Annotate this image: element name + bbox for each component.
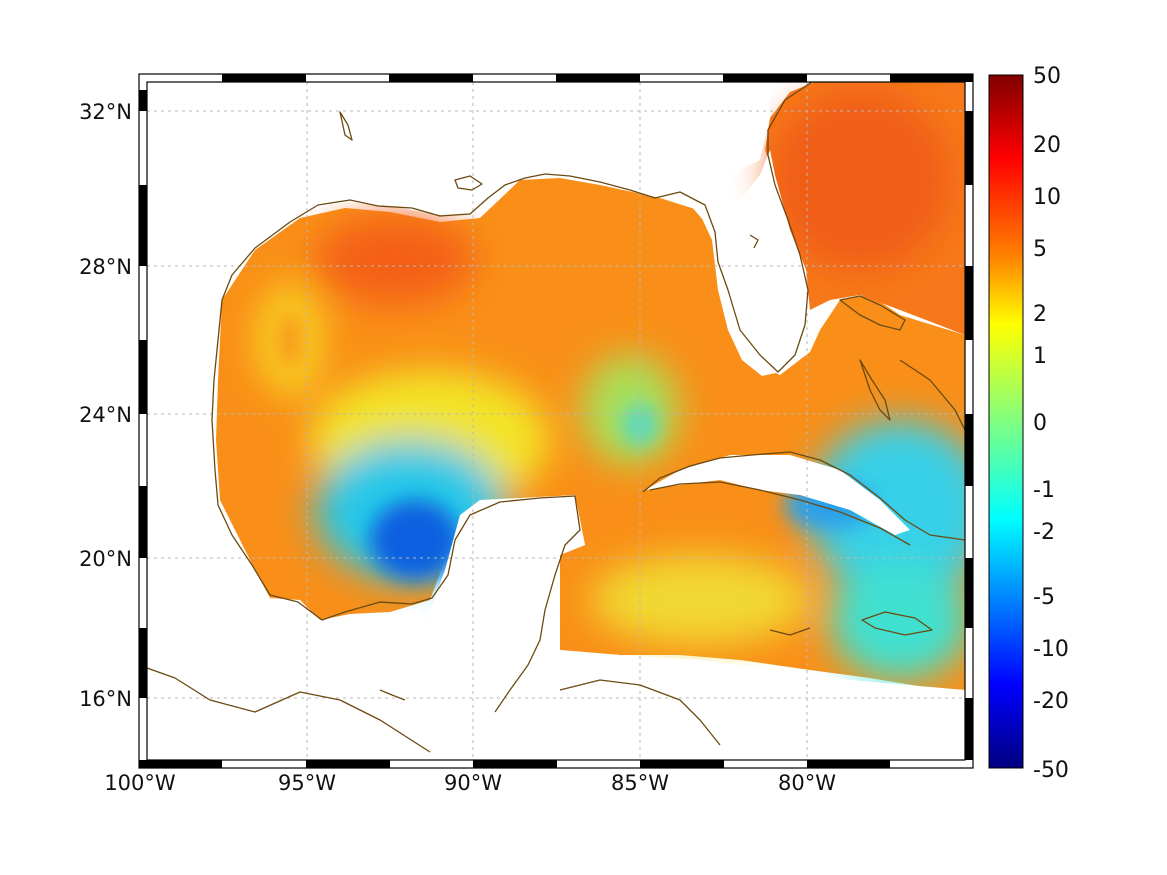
cyan-blob-southeast — [830, 560, 965, 680]
map-grid — [147, 82, 965, 760]
y-tick-label: 32°N — [79, 100, 132, 124]
red-blob-atlantic — [770, 90, 950, 270]
blue-core-campeche — [370, 500, 460, 580]
colorbar-tick-label: -5 — [1033, 585, 1055, 610]
y-tick-label: 20°N — [79, 547, 132, 571]
map-frame — [138, 73, 974, 769]
x-tick-label: 95°W — [278, 771, 336, 795]
colorbar-tick-label: -20 — [1033, 689, 1069, 714]
x-tick-label: 100°W — [104, 771, 176, 795]
florida-land — [660, 150, 808, 376]
colorbar-tick-label: 10 — [1033, 185, 1061, 210]
colorbar-tick-label: -2 — [1033, 520, 1055, 545]
x-axis-labels: 100°W 95°W 90°W 85°W 80°W — [104, 771, 836, 795]
x-tick-label: 80°W — [778, 771, 836, 795]
colorbar-tick-label: 1 — [1033, 344, 1047, 369]
colorbar-tick-label: 2 — [1033, 302, 1047, 327]
yucatan-land — [430, 495, 585, 700]
colorbar-tick-label: 20 — [1033, 133, 1061, 158]
colorbar: 50 20 10 5 2 1 0 -1 -2 -5 -10 -20 -50 — [988, 64, 1069, 783]
y-tick-label: 24°N — [79, 403, 132, 427]
colorbar-tick-label: -10 — [1033, 637, 1069, 662]
colorbar-tick-label: -50 — [1033, 758, 1069, 783]
colorbar-tick-label: -1 — [1033, 478, 1055, 503]
colorbar-tick-label: 0 — [1033, 411, 1047, 436]
x-tick-label: 85°W — [611, 771, 669, 795]
coastlines — [147, 82, 965, 753]
x-tick-label: 90°W — [444, 771, 502, 795]
colorbar-tick-label: 50 — [1033, 64, 1061, 89]
cuba-land — [645, 455, 910, 535]
y-tick-label: 28°N — [79, 255, 132, 279]
colorbar-gradient — [988, 74, 1024, 769]
data-field — [147, 82, 965, 760]
orange-core-west — [276, 310, 304, 370]
red-blob-north — [315, 215, 475, 305]
y-axis-labels: 32°N 28°N 24°N 20°N 16°N — [79, 100, 132, 711]
colorbar-tick-label: 5 — [1033, 237, 1047, 262]
y-tick-label: 16°N — [79, 687, 132, 711]
yellow-blob-caribbean — [590, 555, 810, 645]
south-land — [147, 650, 965, 760]
